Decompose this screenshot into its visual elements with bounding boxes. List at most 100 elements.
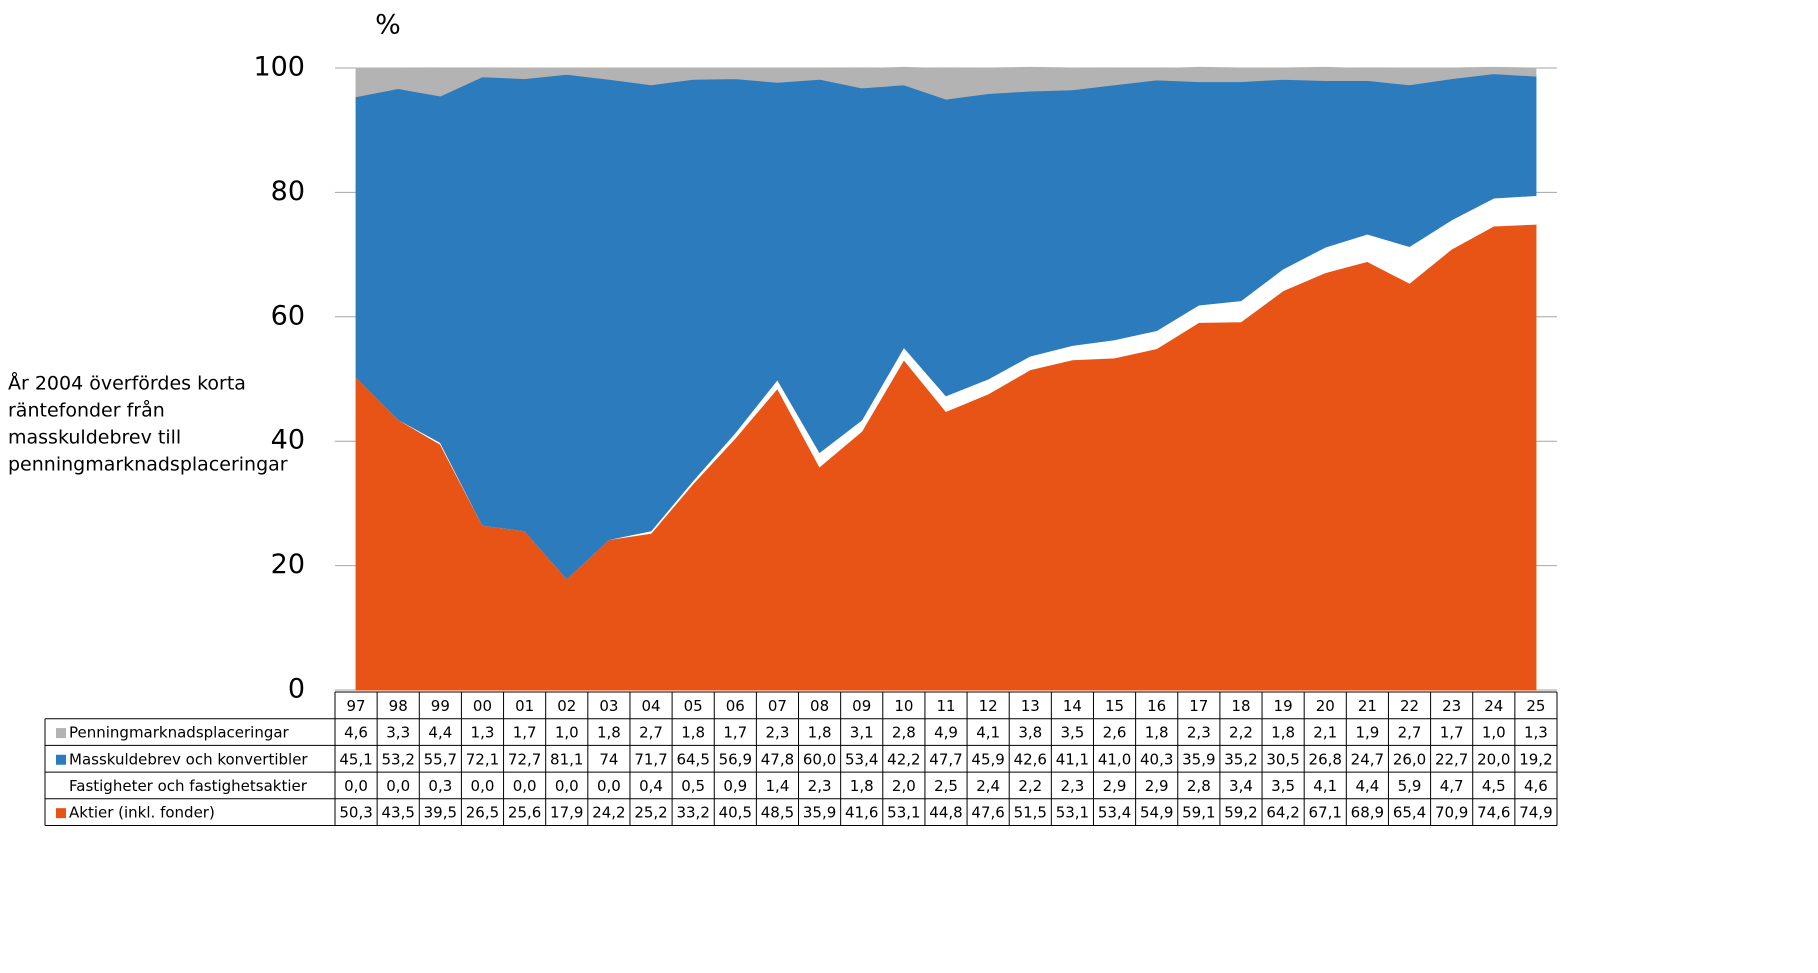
table-value: 53,1 xyxy=(887,804,920,822)
table-value: 3,1 xyxy=(850,724,874,742)
table-value: 1,8 xyxy=(597,724,621,742)
x-tick-label: 04 xyxy=(641,697,660,715)
table-value: 1,0 xyxy=(1482,724,1506,742)
table-value: 42,2 xyxy=(887,750,920,768)
annotation: penningmarknadsplaceringar xyxy=(8,454,288,476)
x-tick-label: 02 xyxy=(557,697,576,715)
table-value: 4,9 xyxy=(934,724,958,742)
table-value: 1,0 xyxy=(555,724,579,742)
table-value: 74 xyxy=(599,750,618,768)
table-value: 56,9 xyxy=(719,750,752,768)
table-value: 2,7 xyxy=(1398,724,1422,742)
legend-label: Fastigheter och fastighetsaktier xyxy=(69,777,308,795)
x-tick-label: 25 xyxy=(1526,697,1545,715)
table-value: 0,5 xyxy=(681,777,705,795)
table-value: 25,6 xyxy=(508,804,541,822)
table-value: 1,8 xyxy=(681,724,705,742)
table-value: 53,1 xyxy=(1056,804,1089,822)
table-value: 24,7 xyxy=(1351,750,1384,768)
x-tick-label: 07 xyxy=(768,697,787,715)
x-tick-label: 10 xyxy=(894,697,913,715)
table-value: 68,9 xyxy=(1351,804,1384,822)
table-value: 4,5 xyxy=(1482,777,1506,795)
table-value: 3,3 xyxy=(386,724,410,742)
table-value: 2,8 xyxy=(892,724,916,742)
area xyxy=(355,66,1537,100)
x-tick-label: 01 xyxy=(515,697,534,715)
table-value: 55,7 xyxy=(424,750,457,768)
x-tick-label: 22 xyxy=(1400,697,1419,715)
table-value: 43,5 xyxy=(382,804,415,822)
table-value: 53,4 xyxy=(1098,804,1131,822)
x-tick-label: 18 xyxy=(1231,697,1250,715)
table-value: 64,2 xyxy=(1266,804,1299,822)
table-value: 50,3 xyxy=(339,804,372,822)
table-value: 42,6 xyxy=(1014,750,1047,768)
table-value: 53,2 xyxy=(382,750,415,768)
annotation: räntefonder från xyxy=(8,399,165,422)
x-tick-label: 98 xyxy=(389,697,408,715)
y-axis-label: % xyxy=(375,10,401,41)
table-value: 30,5 xyxy=(1266,750,1299,768)
table-value: 1,8 xyxy=(1271,724,1295,742)
table-value: 44,8 xyxy=(929,804,962,822)
table-value: 26,8 xyxy=(1309,750,1342,768)
table-value: 2,4 xyxy=(976,777,1000,795)
table-value: 2,3 xyxy=(808,777,832,795)
legend-swatch xyxy=(56,754,66,765)
table-value: 41,0 xyxy=(1098,750,1131,768)
table-value: 17,9 xyxy=(550,804,583,822)
x-tick-label: 15 xyxy=(1105,697,1124,715)
table-value: 35,9 xyxy=(1182,750,1215,768)
table-value: 74,6 xyxy=(1477,804,1510,822)
table-value: 2,3 xyxy=(766,724,790,742)
table-value: 41,6 xyxy=(845,804,878,822)
table-value: 3,8 xyxy=(1018,724,1042,742)
table-value: 35,9 xyxy=(803,804,836,822)
table-value: 4,6 xyxy=(1524,777,1548,795)
table-value: 0,0 xyxy=(386,777,410,795)
legend-swatch xyxy=(56,808,66,819)
table-value: 1,8 xyxy=(850,777,874,795)
table-value: 47,8 xyxy=(761,750,794,768)
x-tick-label: 24 xyxy=(1484,697,1503,715)
y-tick-label: 40 xyxy=(271,425,305,456)
legend-label: Aktier (inkl. fonder) xyxy=(69,804,215,822)
legend-label: Penningmarknadsplaceringar xyxy=(69,724,290,742)
table-value: 48,5 xyxy=(761,804,794,822)
table-value: 53,4 xyxy=(845,750,878,768)
table-value: 59,2 xyxy=(1224,804,1257,822)
table-value: 2,7 xyxy=(639,724,663,742)
table-value: 3,4 xyxy=(1229,777,1253,795)
x-tick-label: 05 xyxy=(684,697,703,715)
table-value: 45,9 xyxy=(971,750,1004,768)
table-value: 0,0 xyxy=(471,777,495,795)
y-tick-label: 60 xyxy=(271,300,305,331)
table-value: 3,5 xyxy=(1271,777,1295,795)
table-value: 64,5 xyxy=(676,750,709,768)
table-value: 70,9 xyxy=(1435,804,1468,822)
table-value: 1,9 xyxy=(1355,724,1379,742)
table-value: 40,3 xyxy=(1140,750,1173,768)
table-value: 33,2 xyxy=(676,804,709,822)
table-value: 26,0 xyxy=(1393,750,1426,768)
table-value: 60,0 xyxy=(803,750,836,768)
x-tick-label: 23 xyxy=(1442,697,1461,715)
x-tick-label: 08 xyxy=(810,697,829,715)
table-value: 4,1 xyxy=(976,724,1000,742)
table-value: 72,1 xyxy=(466,750,499,768)
table-value: 4,4 xyxy=(428,724,452,742)
y-tick-label: 20 xyxy=(271,549,305,580)
table-value: 65,4 xyxy=(1393,804,1426,822)
table-value: 74,9 xyxy=(1519,804,1552,822)
x-tick-label: 09 xyxy=(852,697,871,715)
table-value: 1,4 xyxy=(766,777,790,795)
table-value: 20,0 xyxy=(1477,750,1510,768)
table-value: 1,3 xyxy=(1524,724,1548,742)
table-value: 3,5 xyxy=(1060,724,1084,742)
x-tick-label: 20 xyxy=(1316,697,1335,715)
table-value: 4,1 xyxy=(1313,777,1337,795)
table-value: 39,5 xyxy=(424,804,457,822)
table-value: 2,6 xyxy=(1103,724,1127,742)
